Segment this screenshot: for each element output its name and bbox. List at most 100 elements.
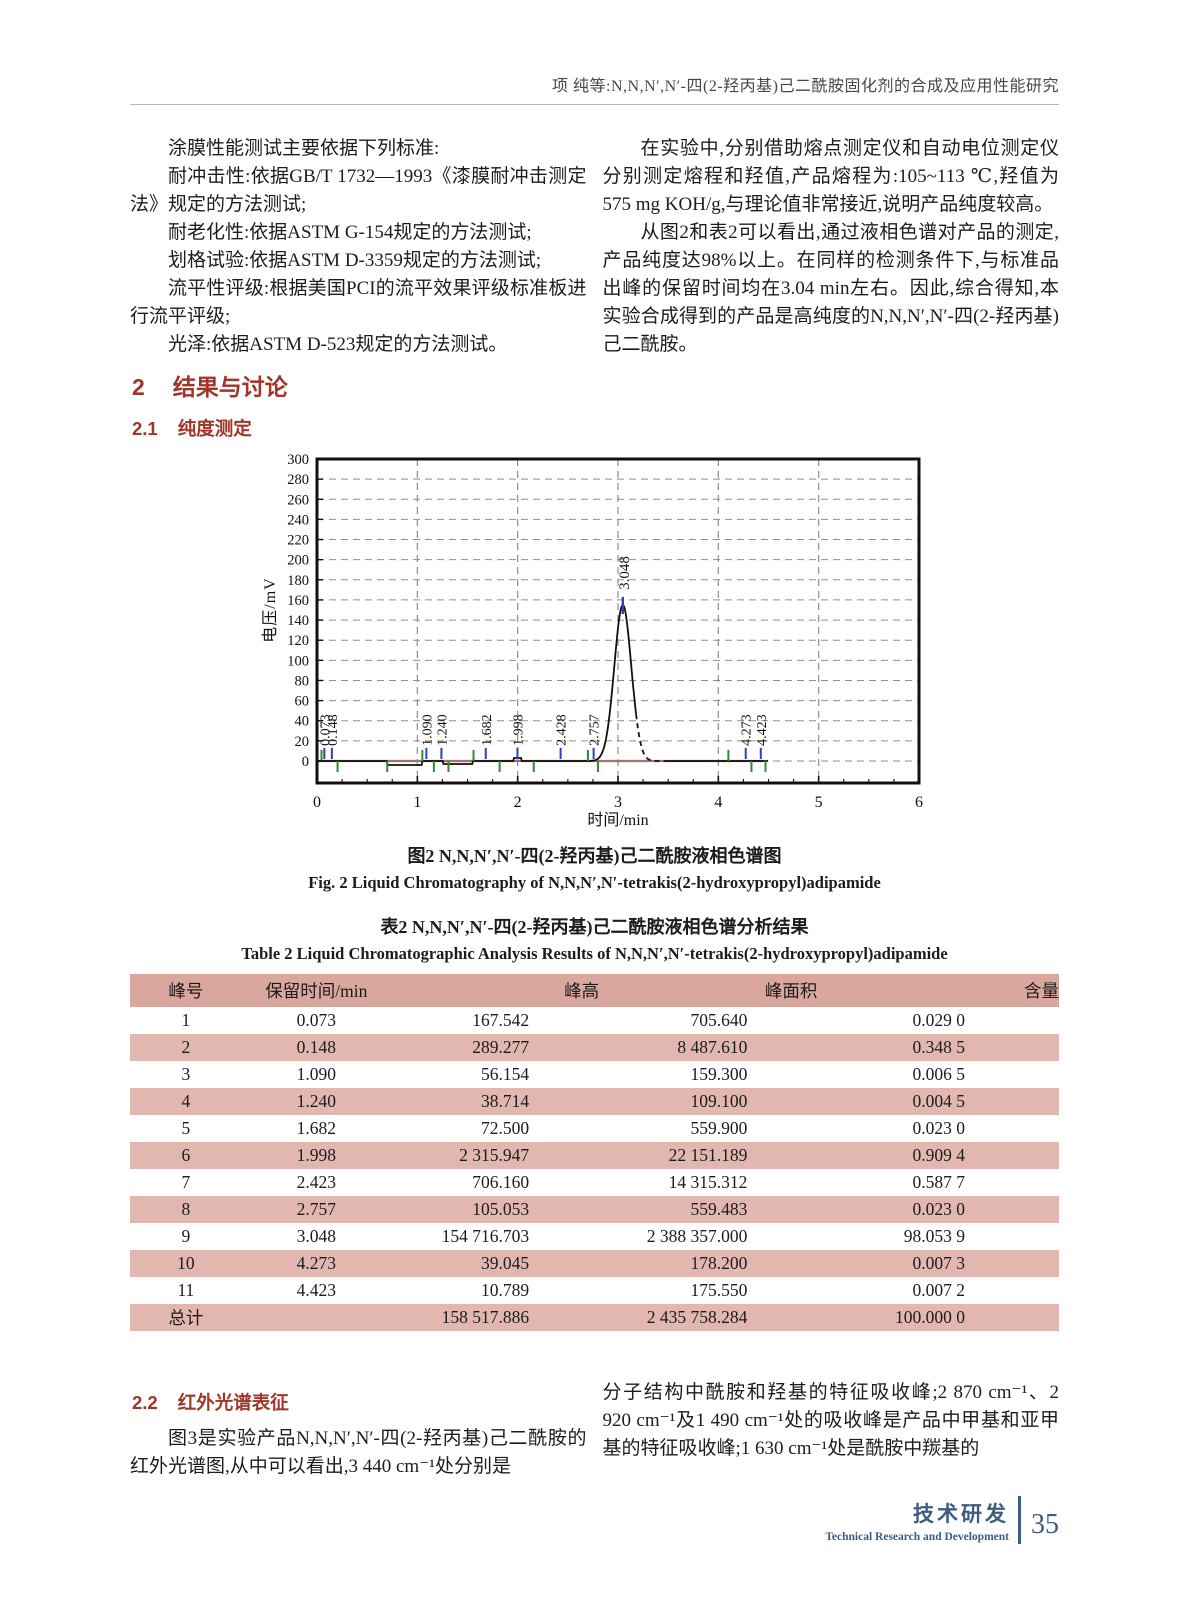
paragraph: 划格试验:依据ASTM D-3359规定的方法测试; xyxy=(168,250,542,271)
svg-text:80: 80 xyxy=(294,673,309,689)
paragraph: 光泽:依据ASTM D-523规定的方法测试。 xyxy=(168,334,508,355)
table-cell: 总计 xyxy=(130,1304,242,1331)
table-cell: 0.348 5 xyxy=(817,1034,1059,1061)
svg-text:4.423: 4.423 xyxy=(754,714,769,746)
table-row: 总计 158 517.886 2 435 758.284 100.000 0 xyxy=(130,1304,1059,1331)
table-cell: 56.154 xyxy=(481,1064,530,1084)
figure2-chart: 0.073 0.148 1.090 1.240 1.682 1.998 2.428 2.757… xyxy=(259,449,931,840)
svg-text:2: 2 xyxy=(513,794,521,811)
svg-text:0: 0 xyxy=(313,794,321,811)
column-header: 含量 xyxy=(817,974,1059,1007)
svg-text:120: 120 xyxy=(287,633,309,649)
section-title: 红外光谱表征 xyxy=(177,1392,289,1413)
paragraph: 图3是实验产品N,N,N′,N′-四(2-羟丙基)己二酰胺的红外光谱图,从中可以… xyxy=(130,1428,587,1477)
section-number: 2.2 xyxy=(132,1392,158,1413)
figure2: 0.073 0.148 1.090 1.240 1.682 1.998 2.428 2.757… xyxy=(259,449,931,893)
paragraph: 分子结构中酰胺和羟基的特征吸收峰;2 870 cm⁻¹、2 920 cm⁻¹及1… xyxy=(602,1382,1060,1459)
section-heading-2-2: 2.2 红外光谱表征 xyxy=(132,1389,587,1417)
svg-text:3: 3 xyxy=(614,794,622,811)
table-cell: 0.006 5 xyxy=(912,1064,966,1084)
section-title: 纯度测定 xyxy=(177,418,252,439)
table-cell: 38.714 xyxy=(390,1088,600,1115)
table-cell: 6 xyxy=(130,1142,242,1169)
footer-section-label-zh: 技术研发 xyxy=(913,1502,1009,1526)
figure2-caption-en: Fig. 2 Liquid Chromatography of N,N,N′,N… xyxy=(308,873,881,892)
table-cell: 10.789 xyxy=(481,1280,530,1300)
svg-text:时间/min: 时间/min xyxy=(587,811,648,829)
section-heading-2-1: 2.1 纯度测定 xyxy=(132,415,587,443)
svg-text:0: 0 xyxy=(301,754,308,770)
table2-title-zh: 表2 N,N,N′,N′-四(2-羟丙基)己二酰胺液相色谱分析结果 xyxy=(380,917,809,937)
table-cell: 0.007 2 xyxy=(912,1280,966,1300)
table-cell: 0.587 7 xyxy=(912,1172,966,1192)
column-header: 峰面积 xyxy=(599,974,818,1007)
table-cell: 5 xyxy=(181,1118,191,1138)
table-cell: 705.640 xyxy=(690,1010,748,1030)
svg-text:240: 240 xyxy=(287,512,309,528)
svg-text:300: 300 xyxy=(287,452,309,468)
column-header: 峰高 xyxy=(390,974,600,1007)
intro-columns: 涂膜性能测试主要依据下列标准: 耐冲击性:依据GB/T 1732—1993《漆膜… xyxy=(130,135,1059,443)
running-head: 项 纯等:N,N,N′,N′-四(2-羟丙基)己二酰胺固化剂的合成及应用性能研究 xyxy=(552,78,1059,95)
section22-columns: 2.2 红外光谱表征 图3是实验产品N,N,N′,N′-四(2-羟丙基)己二酰胺的… xyxy=(130,1375,1059,1481)
page-number: 35 xyxy=(1031,1509,1059,1540)
table-cell: 0.023 0 xyxy=(912,1118,966,1138)
svg-text:220: 220 xyxy=(287,533,309,549)
svg-text:1.090: 1.090 xyxy=(420,714,435,746)
svg-text:100: 100 xyxy=(287,653,309,669)
table2-header: 峰号 保留时间/min 峰高 峰面积 含量 xyxy=(130,974,1059,1007)
figure2-caption-zh: 图2 N,N,N′,N′-四(2-羟丙基)己二酰胺液相色谱图 xyxy=(407,846,782,866)
svg-text:3.048: 3.048 xyxy=(616,556,632,590)
svg-text:2.757: 2.757 xyxy=(587,714,602,746)
svg-text:260: 260 xyxy=(287,492,309,508)
table-cell: 10 xyxy=(130,1250,242,1277)
table-header-row: 峰号 保留时间/min 峰高 峰面积 含量 xyxy=(130,974,1059,1007)
table-cell: 2.423 xyxy=(296,1172,336,1192)
table-cell: 9 xyxy=(181,1226,191,1246)
table-row: 7 2.423 706.160 14 315.312 0.587 7 xyxy=(130,1169,1059,1196)
svg-text:60: 60 xyxy=(294,694,309,710)
table-cell: 1.090 xyxy=(296,1064,336,1084)
table-cell: 178.200 xyxy=(599,1250,818,1277)
table-row: 5 1.682 72.500 559.900 0.023 0 xyxy=(130,1115,1059,1142)
section-title: 结果与讨论 xyxy=(172,374,288,400)
svg-text:280: 280 xyxy=(287,472,309,488)
section22-right-column: 分子结构中酰胺和羟基的特征吸收峰;2 870 cm⁻¹、2 920 cm⁻¹及1… xyxy=(603,1375,1060,1481)
table2-body: 1 0.073 167.542 705.640 0.029 0 2 0.148 289.277… xyxy=(130,1007,1059,1331)
footer-section-label-en: Technical Research and Development xyxy=(825,1530,1009,1543)
svg-text:0.073: 0.073 xyxy=(318,714,333,746)
table-cell: 100.000 0 xyxy=(817,1304,1059,1331)
svg-text:140: 140 xyxy=(287,613,309,629)
table-cell: 167.542 xyxy=(472,1010,530,1030)
table-cell: 0.007 3 xyxy=(817,1250,1059,1277)
table-cell: 158 517.886 xyxy=(390,1304,600,1331)
paragraph: 流平性评级:根据美国PCI的流平效果评级标准板进行流平评级; xyxy=(130,278,587,327)
footer-divider xyxy=(1018,1496,1021,1544)
svg-text:1.998: 1.998 xyxy=(511,714,526,746)
svg-text:4.273: 4.273 xyxy=(739,714,754,746)
table-cell: 1.240 xyxy=(241,1088,391,1115)
svg-text:20: 20 xyxy=(294,734,309,750)
svg-text:6: 6 xyxy=(915,794,923,811)
table-cell: 289.277 xyxy=(390,1034,600,1061)
table-cell: 39.045 xyxy=(390,1250,600,1277)
svg-text:4: 4 xyxy=(714,794,722,811)
table-cell: 1.682 xyxy=(296,1118,336,1138)
table-cell: 2 388 357.000 xyxy=(646,1226,748,1246)
table-row: 1 0.073 167.542 705.640 0.029 0 xyxy=(130,1007,1059,1034)
paragraph: 涂膜性能测试主要依据下列标准: xyxy=(168,138,440,159)
table-cell: 559.900 xyxy=(690,1118,748,1138)
table-cell: 3.048 xyxy=(296,1226,336,1246)
table-row: 6 1.998 2 315.947 22 151.189 0.909 4 xyxy=(130,1142,1059,1169)
paragraph: 耐冲击性:依据GB/T 1732—1993《漆膜耐冲击测定法》规定的方法测试; xyxy=(130,166,587,215)
section-heading-2: 2 结果与讨论 xyxy=(132,373,587,401)
table-cell: 2 435 758.284 xyxy=(599,1304,818,1331)
header-rule xyxy=(130,104,1059,105)
paragraph: 从图2和表2可以看出,通过液相色谱对产品的测定,产品纯度达98%以上。在同样的检… xyxy=(602,222,1060,355)
svg-text:200: 200 xyxy=(287,553,309,569)
section-number: 2.1 xyxy=(132,418,158,439)
table2-title-en: Table 2 Liquid Chromatographic Analysis … xyxy=(241,944,948,963)
column-header: 峰号 xyxy=(130,974,242,1007)
